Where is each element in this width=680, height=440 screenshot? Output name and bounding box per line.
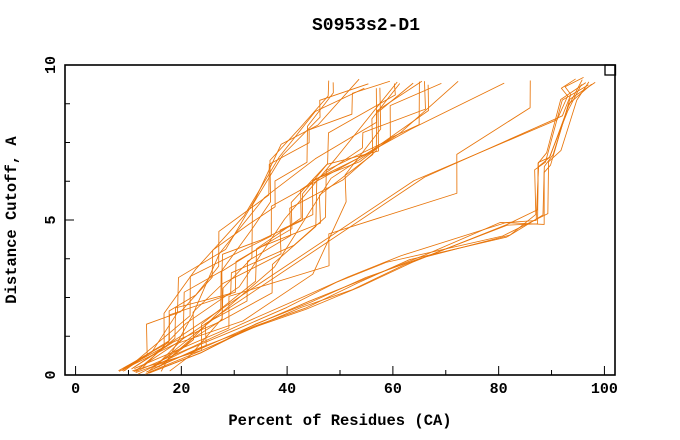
svg-text:80: 80 [490, 381, 508, 398]
svg-text:100: 100 [591, 381, 618, 398]
svg-text:Distance Cutoff, A: Distance Cutoff, A [3, 136, 21, 304]
svg-text:Percent of Residues (CA): Percent of Residues (CA) [228, 412, 451, 430]
svg-text:40: 40 [278, 381, 296, 398]
svg-text:20: 20 [172, 381, 190, 398]
svg-text:10: 10 [43, 56, 60, 74]
svg-text:S0953s2-D1: S0953s2-D1 [312, 16, 420, 36]
svg-text:5: 5 [43, 215, 60, 224]
svg-text:0: 0 [43, 370, 60, 379]
svg-text:60: 60 [384, 381, 402, 398]
svg-text:0: 0 [71, 381, 80, 398]
